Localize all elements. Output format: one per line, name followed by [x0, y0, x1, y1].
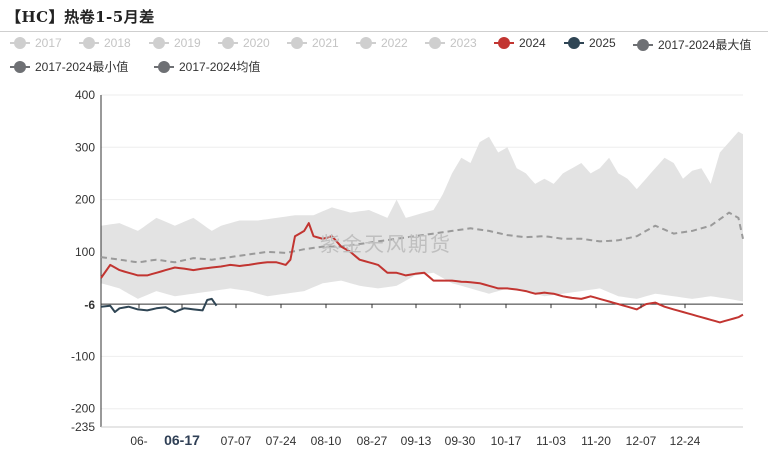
x-tick-label: 06-: [130, 434, 147, 448]
y-tick-label: -235: [71, 420, 95, 434]
legend-item-2020[interactable]: 2020: [218, 36, 270, 50]
legend-label: 2017-2024均值: [179, 60, 261, 74]
legend-item-2017-2024均值[interactable]: 2017-2024均值: [154, 58, 260, 75]
legend-marker-icon: [494, 37, 514, 49]
legend-marker-icon: [564, 37, 584, 49]
chart-title: 【HC】热卷1-5月差: [6, 8, 155, 26]
watermark-text: 紫金天风期货: [320, 234, 452, 256]
legend-item-2017-2024最大值[interactable]: 2017-2024最大值: [633, 36, 751, 53]
x-tick-label: 11-03: [536, 434, 566, 448]
legend-label: 2017-2024最小值: [35, 60, 129, 74]
legend-marker-icon: [356, 37, 376, 49]
legend-label: 2023: [450, 36, 477, 50]
legend-item-2021[interactable]: 2021: [287, 36, 339, 50]
legend-item-2017-2024最小值[interactable]: 2017-2024最小值: [10, 58, 128, 75]
y-tick-label: 400: [75, 88, 95, 102]
x-tick-label: 07-24: [266, 434, 297, 448]
y-tick-label: 300: [75, 140, 95, 154]
legend-marker-icon: [425, 37, 445, 49]
legend-label: 2017-2024最大值: [658, 38, 752, 52]
zero-line-label: -6: [84, 298, 95, 312]
legend-marker-icon: [79, 37, 99, 49]
legend-item-2024[interactable]: 2024: [494, 36, 546, 50]
series-band-max-min: [101, 131, 743, 302]
legend-label: 2020: [243, 36, 270, 50]
legend-label: 2024: [519, 36, 546, 50]
legend-item-2019[interactable]: 2019: [149, 36, 201, 50]
x-tick-label: 08-10: [311, 434, 342, 448]
legend-item-2023[interactable]: 2023: [425, 36, 477, 50]
legend-item-2017[interactable]: 2017: [10, 36, 62, 50]
legend-item-2025[interactable]: 2025: [564, 36, 616, 50]
x-tick-label: 06-17: [164, 432, 200, 448]
legend-marker-icon: [287, 37, 307, 49]
series-2025-line: [100, 297, 218, 313]
legend-label: 2022: [381, 36, 408, 50]
legend-item-2022[interactable]: 2022: [356, 36, 408, 50]
series-2024-line: [100, 222, 744, 324]
legend-marker-icon: [10, 60, 30, 73]
x-tick-label: 07-07: [221, 434, 252, 448]
x-tick-label: 09-13: [401, 434, 432, 448]
legend-marker-icon: [218, 37, 238, 49]
legend-marker-icon: [154, 60, 174, 73]
legend-marker-icon: [633, 38, 653, 51]
x-tick-label: 12-07: [626, 434, 657, 448]
x-tick-label: 12-24: [670, 434, 701, 448]
y-tick-label: 200: [75, 193, 95, 207]
x-tick-label: 08-27: [357, 434, 388, 448]
title-divider: [0, 31, 768, 32]
legend-label: 2025: [589, 36, 616, 50]
y-tick-label: 100: [75, 245, 95, 259]
legend-marker-icon: [10, 37, 30, 49]
legend-label: 2021: [312, 36, 339, 50]
legend-label: 2019: [174, 36, 201, 50]
legend-label: 2017: [35, 36, 62, 50]
x-tick-label: 11-20: [581, 434, 611, 448]
x-tick-label: 10-17: [491, 434, 522, 448]
x-tick-label: 09-30: [445, 434, 476, 448]
legend-item-2018[interactable]: 2018: [79, 36, 131, 50]
y-tick-label: -100: [71, 349, 95, 363]
legend-label: 2018: [104, 36, 131, 50]
y-tick-label: -200: [71, 402, 95, 416]
legend-marker-icon: [149, 37, 169, 49]
series-mean-line: [100, 211, 744, 264]
